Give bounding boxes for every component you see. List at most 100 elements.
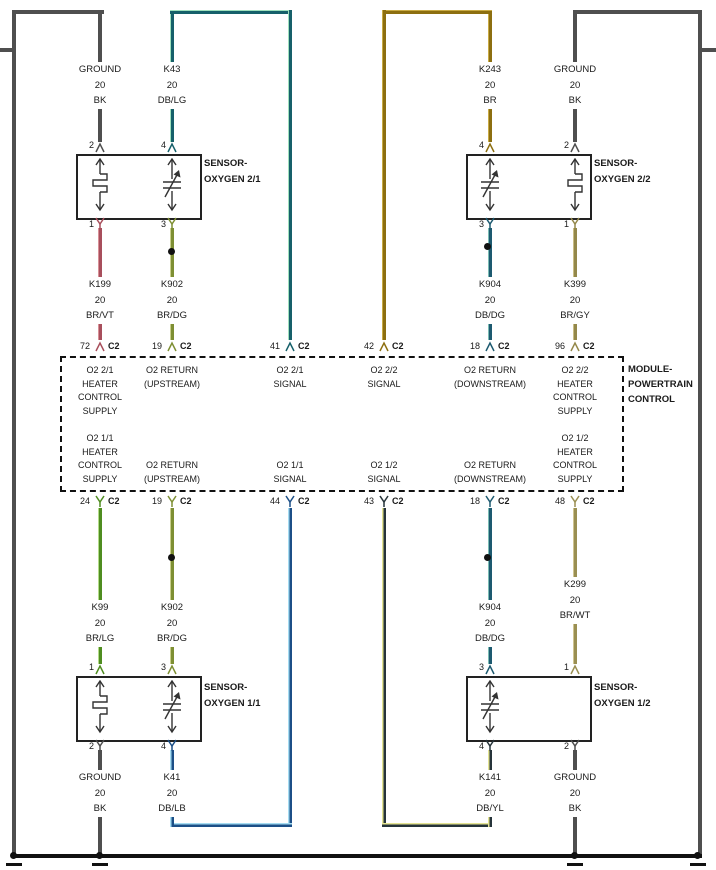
- pcm-connector-id: C2: [392, 341, 404, 351]
- pcm-pin-function: O2 1/1 SIGNAL: [273, 460, 307, 484]
- connector-pin-icon: [285, 341, 295, 352]
- wire-color: BR: [483, 95, 497, 106]
- ground-junction-dot: [694, 852, 701, 859]
- wire-k243-horizontal: [382, 10, 492, 14]
- wire-color: DB/YL: [476, 803, 504, 814]
- pcm-connector-id: C2: [498, 496, 510, 506]
- connector-pin-icon: [570, 495, 580, 507]
- pin-number: 3: [478, 219, 484, 229]
- pcm-pin-number: 96: [554, 341, 565, 351]
- connector-pin-icon: [570, 142, 580, 153]
- wire-gauge: 20: [484, 787, 496, 799]
- pcm-module-label: MODULE- POWERTRAIN CONTROL: [628, 364, 693, 405]
- wire-k43-horizontal: [170, 10, 292, 14]
- wire-k141-horizontal: [382, 823, 492, 827]
- connector-pin-icon: [95, 341, 105, 352]
- splice-dot-k904-upper: [484, 243, 491, 250]
- pin-number: 1: [563, 662, 569, 672]
- wire-gauge: 20: [569, 787, 581, 799]
- connector-pin-icon: [485, 495, 495, 507]
- sensor-oxygen-12-label: SENSOR- OXYGEN 1/2: [594, 682, 651, 709]
- wire-k141-signal-drop: [382, 508, 386, 827]
- wire-gauge: 20: [569, 294, 581, 306]
- pcm-connector-id: C2: [298, 496, 310, 506]
- connector-pin-icon: [167, 142, 177, 153]
- pin-number: 3: [160, 662, 166, 672]
- wire-k904-lower: [488, 508, 492, 664]
- wire-color: DB/LG: [157, 95, 187, 106]
- heater-element-icon: [92, 158, 108, 212]
- wire-ground-left-top: [12, 10, 104, 14]
- wire-color: BK: [568, 95, 582, 106]
- wire-color: BR/WT: [559, 610, 591, 621]
- wire-label-k41: K41 20 DB/LB: [137, 770, 207, 817]
- pin-number: 2: [88, 140, 94, 150]
- pcm-pin-number: 72: [79, 341, 90, 351]
- connector-pin-icon: [485, 217, 495, 229]
- wire-gauge: 20: [484, 294, 496, 306]
- ground-junction-dot: [10, 852, 17, 859]
- splice-dot-k902-lower: [168, 554, 175, 561]
- connector-pin-icon: [95, 217, 105, 229]
- wire-name: GROUND: [553, 772, 597, 783]
- sensor-oxygen-21-box: [76, 154, 202, 220]
- wire-name: K41: [163, 772, 181, 783]
- pin-number: 4: [160, 140, 166, 150]
- pcm-pin-function: O2 2/2 SIGNAL: [367, 365, 401, 389]
- wire-color: BR/GY: [560, 310, 590, 321]
- pcm-pin-function: O2 RETURN (UPSTREAM): [144, 365, 200, 389]
- pin-number: 1: [563, 219, 569, 229]
- wire-name: K99: [91, 602, 109, 613]
- wire-name: K399: [563, 279, 587, 290]
- connector-pin-icon: [485, 664, 495, 675]
- wire-k243-signal-drop: [382, 10, 386, 340]
- pcm-pin-function: O2 RETURN (DOWNSTREAM): [454, 365, 526, 389]
- connector-pin-icon: [167, 341, 177, 352]
- wire-gauge: 20: [94, 79, 106, 91]
- wire-color: BK: [568, 803, 582, 814]
- wire-k99: [98, 508, 102, 664]
- pcm-connector-id: C2: [180, 341, 192, 351]
- wire-gauge: 20: [569, 79, 581, 91]
- pcm-pin-number: 43: [363, 496, 374, 506]
- wire-label-ground-12: GROUND 20 BK: [540, 770, 610, 817]
- wire-label-k141: K141 20 DB/YL: [455, 770, 525, 817]
- wire-color: DB/LB: [158, 803, 186, 814]
- wire-name: K299: [563, 579, 587, 590]
- pcm-pin-number: 48: [554, 496, 565, 506]
- pcm-pin-number: 19: [151, 341, 162, 351]
- wire-name: GROUND: [553, 64, 597, 75]
- pcm-pin-number: 19: [151, 496, 162, 506]
- ground-symbol-icon: [567, 863, 583, 866]
- connector-pin-icon: [95, 739, 105, 751]
- wire-label-k43: K43 20 DB/LG: [137, 62, 207, 109]
- wire-label-k399: K399 20 BR/GY: [540, 277, 610, 324]
- wire-k41-signal-drop: [288, 508, 292, 827]
- connector-pin-icon: [95, 142, 105, 153]
- wire-name: GROUND: [78, 64, 122, 75]
- connector-pin-icon: [570, 341, 580, 352]
- pcm-pin-function: O2 1/2 SIGNAL: [367, 460, 401, 484]
- pcm-connector-id: C2: [498, 341, 510, 351]
- wire-name: K141: [478, 772, 502, 783]
- wire-ground-right-edge: [698, 10, 702, 858]
- wire-ground-left-stub: [0, 48, 14, 52]
- wire-gauge: 20: [166, 787, 178, 799]
- wire-ground-right-top: [573, 10, 702, 14]
- pcm-pin-function: O2 2/1 SIGNAL: [273, 365, 307, 389]
- wire-gauge: 20: [94, 294, 106, 306]
- wire-ground-right-stub: [702, 48, 716, 52]
- wire-color: BR/VT: [86, 310, 114, 321]
- connector-pin-icon: [95, 495, 105, 507]
- pcm-connector-id: C2: [298, 341, 310, 351]
- connector-pin-icon: [485, 341, 495, 352]
- heater-element-icon: [567, 158, 583, 212]
- pin-number: 2: [88, 741, 94, 751]
- heater-element-icon: [92, 680, 108, 734]
- pcm-pin-function: O2 2/2 HEATER CONTROL SUPPLY: [552, 365, 597, 416]
- pcm-module-box: [60, 356, 624, 492]
- wire-name: K904: [478, 279, 502, 290]
- oxygen-sensor-element-icon: [481, 158, 499, 212]
- pcm-pin-number: 44: [269, 496, 280, 506]
